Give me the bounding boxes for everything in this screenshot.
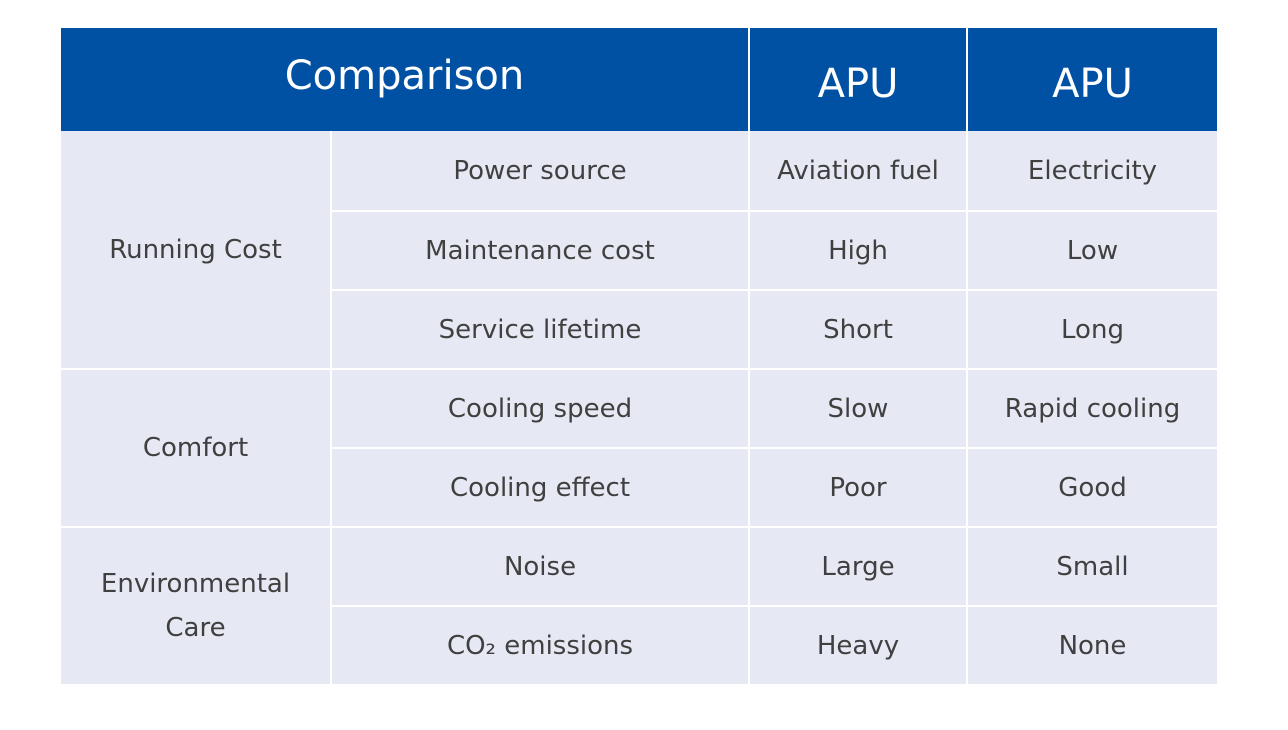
table-row: CO₂ emissions Heavy None xyxy=(61,605,1217,684)
feature-cell: Cooling effect xyxy=(331,447,750,527)
apu-1-value: Short xyxy=(749,289,968,369)
apu-1-value: Poor xyxy=(749,447,968,527)
feature-cell: Cooling speed xyxy=(331,368,750,448)
table-row: Running Cost Power source Aviation fuel … xyxy=(61,131,1217,369)
apu-2-value: Rapid cooling xyxy=(967,368,1217,448)
apu-2-value: None xyxy=(967,605,1217,684)
category-comfort: Comfort xyxy=(61,368,332,527)
header-apu-2: APU xyxy=(967,28,1217,131)
feature-cell: Noise xyxy=(331,526,750,606)
apu-1-value: High xyxy=(749,210,968,290)
header-comparison: Comparison xyxy=(61,28,750,131)
apu-1-value: Slow xyxy=(749,368,968,448)
header-comparison-label: Comparison xyxy=(284,52,525,99)
table-row: Maintenance cost High Low xyxy=(61,210,1217,290)
apu-2-value: Small xyxy=(967,526,1217,606)
apu-2-value: Low xyxy=(967,210,1217,290)
table-row: Environmental Care Noise Large Small xyxy=(61,526,1217,684)
apu-1-value: Aviation fuel xyxy=(749,131,968,211)
table-row: Comfort Cooling speed Slow Rapid cooling xyxy=(61,368,1217,527)
category-running-cost: Running Cost xyxy=(61,131,332,369)
feature-cell: Service lifetime xyxy=(331,289,750,369)
feature-cell: Power source xyxy=(331,131,750,211)
header-apu-1: APU xyxy=(749,28,968,131)
feature-cell: Maintenance cost xyxy=(331,210,750,290)
feature-cell: CO₂ emissions xyxy=(331,605,750,684)
apu-1-value: Large xyxy=(749,526,968,606)
header-apu-1-label: APU xyxy=(817,60,899,107)
table-row: Service lifetime Short Long xyxy=(61,289,1217,369)
category-environmental-care: Environmental Care xyxy=(61,526,332,684)
header-apu-2-label: APU xyxy=(1052,60,1133,107)
apu-1-value: Heavy xyxy=(749,605,968,684)
table-row: Cooling effect Poor Good xyxy=(61,447,1217,527)
apu-2-value: Long xyxy=(967,289,1217,369)
table-header-row: Comparison APU APU xyxy=(61,28,1217,131)
apu-2-value: Electricity xyxy=(967,131,1217,211)
comparison-table: Comparison APU APU Running Cost Power so… xyxy=(61,28,1217,684)
apu-2-value: Good xyxy=(967,447,1217,527)
